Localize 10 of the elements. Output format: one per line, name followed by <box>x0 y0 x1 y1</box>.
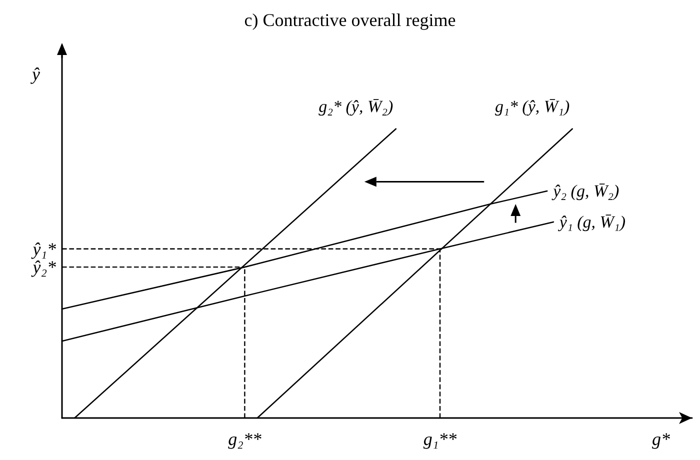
series-label: g₂* (ŷ, W̄₂) <box>318 96 394 116</box>
series-label: ŷ₂ (g, W̄₂) <box>551 182 620 201</box>
x-tick-label: g₂** <box>228 429 262 449</box>
chart-title: c) Contractive overall regime <box>244 10 456 30</box>
series-label: g₁* (ŷ, W̄₁) <box>494 96 570 116</box>
x-tick-label: g₁** <box>423 429 457 449</box>
y-axis-title: ŷ <box>30 64 40 84</box>
ref-line-label: ŷ₁* <box>30 238 56 259</box>
x-axis-title: g* <box>652 429 670 449</box>
series-label: ŷ₁ (g, W̄₁) <box>557 212 626 232</box>
